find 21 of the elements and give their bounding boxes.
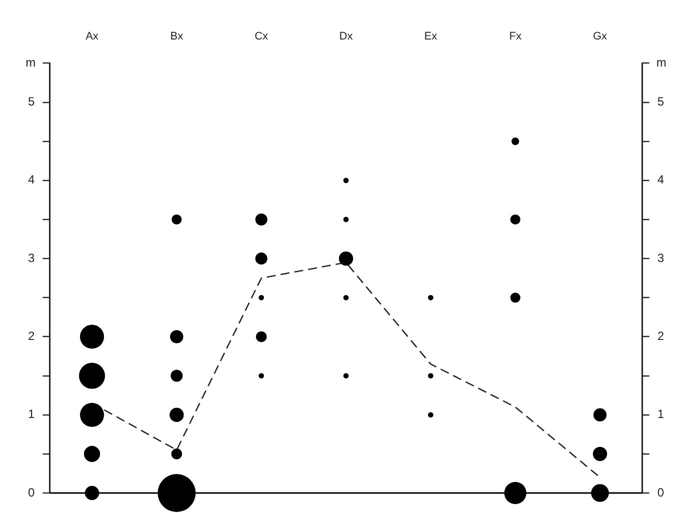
y-tick-label: 4 bbox=[28, 172, 35, 187]
x-tick-label: Ex bbox=[424, 30, 438, 43]
y2-tick-label: 5 bbox=[657, 94, 664, 109]
y2-tick-label: 0 bbox=[657, 485, 664, 500]
y2-tick-label: 4 bbox=[657, 172, 664, 187]
x-tick-label: Ax bbox=[86, 30, 99, 43]
y-tick-label: 5 bbox=[28, 94, 35, 109]
y-tick-label: 3 bbox=[28, 250, 35, 265]
y-tick-label: 0 bbox=[28, 485, 35, 500]
y2-tick-label: 2 bbox=[657, 329, 664, 344]
x-tick-label: Gx bbox=[592, 30, 608, 43]
y-axis-title: m bbox=[26, 56, 36, 70]
x-tick-label: Dx bbox=[339, 30, 354, 43]
y-tick-label: 1 bbox=[28, 407, 35, 422]
x-tick-label: Bx bbox=[170, 30, 184, 43]
x-tick-label: Cx bbox=[254, 30, 269, 43]
y2-axis-title: m bbox=[656, 56, 666, 70]
y-tick-label: 2 bbox=[28, 329, 35, 344]
y2-tick-label: 3 bbox=[657, 250, 664, 265]
x-tick-label: Fx bbox=[509, 30, 522, 43]
y2-tick-label: 1 bbox=[657, 407, 664, 422]
